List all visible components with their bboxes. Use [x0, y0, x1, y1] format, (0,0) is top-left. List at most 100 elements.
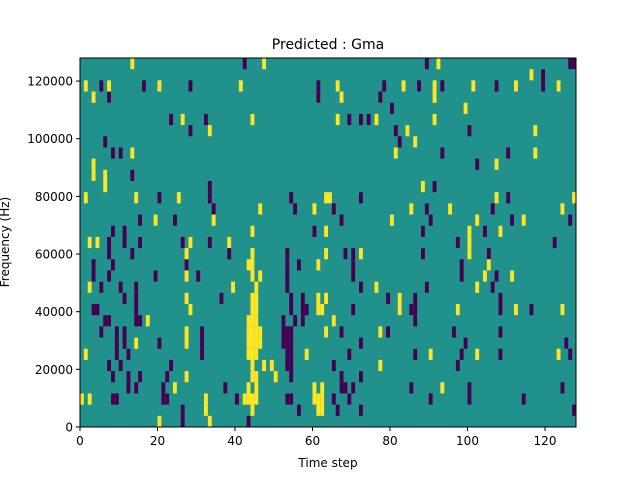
heatmap-cell-low [459, 270, 464, 282]
heatmap-cell-low [483, 225, 487, 237]
heatmap-cell-low [339, 326, 344, 338]
heatmap-cell-high [204, 393, 208, 405]
heatmap-cell-high [103, 169, 108, 181]
heatmap-cell-high [378, 359, 383, 372]
heatmap-cell-low [289, 304, 294, 316]
x-tick-label: 60 [305, 434, 320, 448]
heatmap-cell-low [297, 259, 301, 271]
heatmap-cell-low [111, 393, 115, 405]
heatmap-cell-high [246, 337, 251, 349]
heatmap-cell-high [401, 80, 406, 92]
heatmap-cell-low [107, 236, 112, 249]
heatmap-cell-high [436, 58, 441, 70]
y-tick-label: 80000 [35, 190, 73, 204]
heatmap-cell-high [432, 80, 437, 92]
heatmap-cell-high [335, 113, 340, 126]
heatmap-cell-high [250, 304, 255, 316]
x-tick-label: 0 [76, 434, 84, 448]
heatmap-cell-low [95, 304, 100, 316]
y-tick-label: 60000 [35, 248, 73, 262]
heatmap-cell-low [207, 181, 212, 193]
heatmap-cell-high [254, 304, 259, 316]
heatmap-cell-high [254, 382, 259, 394]
heatmap-cell-low [316, 80, 321, 92]
heatmap-cell-low [211, 203, 216, 215]
heatmap-cell-low [99, 281, 104, 293]
heatmap-cell-low [107, 270, 112, 282]
heatmap-cell-low [126, 382, 131, 394]
heatmap-cell-high [250, 371, 255, 383]
heatmap-cell-high [328, 192, 332, 204]
y-tick-label: 40000 [35, 305, 73, 319]
heatmap-cell-high [250, 348, 255, 360]
heatmap-cell-low [103, 136, 108, 148]
heatmap-cell-high [227, 236, 232, 249]
heatmap-cell-high [91, 158, 96, 170]
heatmap-cell-low [440, 147, 445, 159]
heatmap-cell-high [262, 58, 267, 70]
heatmap-cell-low [335, 404, 340, 416]
heatmap-cell-low [351, 270, 356, 282]
heatmap-cell-high [560, 304, 565, 316]
x-tick-label: 40 [227, 434, 242, 448]
heatmap-cell-high [269, 359, 274, 372]
heatmap-cell-low [382, 80, 387, 92]
heatmap-cell-low [331, 359, 336, 372]
y-tick-label: 0 [65, 421, 73, 435]
heatmap-cell-high [316, 393, 321, 405]
heatmap-cell-high [107, 80, 112, 92]
heatmap-cell-high [246, 326, 251, 338]
heatmap-cell-high [312, 203, 317, 215]
heatmap-cell-low [107, 359, 112, 372]
heatmap-cell-low [498, 292, 503, 304]
heatmap-cell-high [359, 248, 363, 260]
plot-area [80, 58, 577, 427]
heatmap-cell-low [552, 236, 557, 249]
heatmap-cell-low [180, 404, 185, 416]
heatmap-cell-high [246, 348, 251, 360]
heatmap-cell-low [455, 359, 460, 372]
heatmap-cell-high [312, 382, 317, 394]
heatmap-cell-high [145, 315, 150, 327]
heatmap-cell-high [409, 203, 414, 215]
heatmap-cell-high [184, 248, 189, 260]
heatmap-cell-high [250, 270, 255, 282]
heatmap-cell-low [91, 259, 96, 271]
heatmap-cell-low [486, 248, 491, 260]
heatmap-cell-high [254, 326, 259, 338]
heatmap-cell-low [560, 382, 565, 394]
heatmap-cell-high [250, 225, 255, 237]
heatmap-cell-high [87, 281, 92, 293]
heatmap-cell-low [114, 348, 119, 360]
heatmap-cell-low [188, 125, 193, 137]
heatmap-cell-low [564, 337, 569, 349]
heatmap-cell-high [250, 359, 255, 372]
heatmap-cell-high [250, 393, 255, 405]
heatmap-cell-low [529, 304, 534, 316]
heatmap-cell-high [498, 225, 503, 237]
heatmap-cell-low [122, 292, 127, 304]
heatmap-cell-high [405, 125, 410, 137]
y-tick-label: 20000 [35, 363, 73, 377]
heatmap-cell-low [180, 415, 185, 427]
heatmap-cell-low [138, 371, 143, 383]
heatmap-cell-low [293, 203, 298, 215]
heatmap-cell-high [494, 192, 499, 204]
heatmap-cell-low [351, 382, 356, 394]
heatmap-cell-high [91, 91, 96, 103]
heatmap-cell-low [200, 326, 205, 338]
heatmap-cell-high [231, 281, 236, 293]
heatmap-cell-high [184, 326, 189, 338]
heatmap-cell-low [219, 292, 224, 304]
heatmap-cell-low [498, 348, 503, 360]
heatmap-cell-high [486, 259, 491, 271]
heatmap-cell-low [138, 315, 143, 327]
heatmap-cell-low [134, 382, 139, 394]
heatmap-cell-high [467, 248, 472, 260]
heatmap-cell-high [184, 371, 189, 383]
heatmap-cell-high [254, 393, 259, 405]
heatmap-cell-low [122, 225, 127, 237]
heatmap-cell-low [417, 80, 422, 92]
heatmap-cell-low [207, 192, 212, 204]
heatmap-cell-high [510, 270, 515, 282]
